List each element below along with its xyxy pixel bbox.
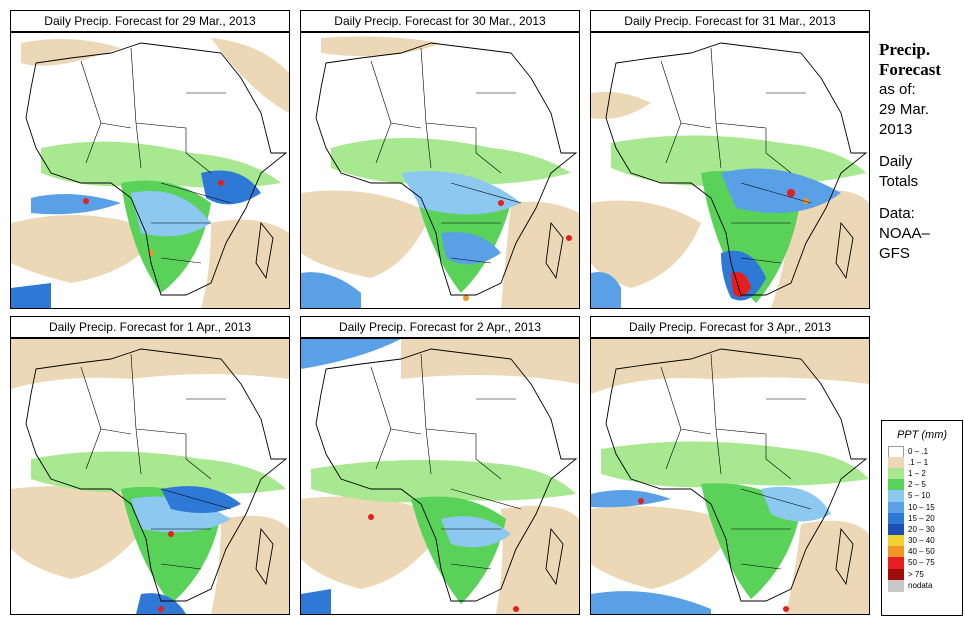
precip-map bbox=[10, 338, 290, 615]
legend-label: 10 – 15 bbox=[908, 502, 935, 512]
legend-swatch bbox=[888, 535, 904, 548]
sidebar-title-line2: Forecast bbox=[879, 60, 941, 79]
legend-item: 2 – 5 bbox=[882, 479, 962, 492]
data-source-line1: NOAA– bbox=[879, 225, 930, 242]
legend-item: 1 – 2 bbox=[882, 467, 962, 480]
legend-label: > 75 bbox=[908, 569, 924, 579]
legend-item: 30 – 40 bbox=[882, 535, 962, 548]
legend-swatch bbox=[888, 467, 904, 480]
precip-map bbox=[590, 338, 870, 615]
precip-map bbox=[300, 338, 580, 615]
legend-item: 0 – .1 bbox=[882, 445, 962, 458]
legend-swatch bbox=[888, 501, 904, 514]
asof-date: 29 Mar. bbox=[879, 101, 930, 118]
legend-label: 1 – 2 bbox=[908, 468, 926, 478]
panel-title: Daily Precip. Forecast for 1 Apr., 2013 bbox=[10, 316, 290, 338]
legend-swatch bbox=[888, 445, 904, 458]
legend-item: 50 – 75 bbox=[882, 557, 962, 570]
forecast-panel-1: Daily Precip. Forecast for 29 Mar., 2013 bbox=[10, 10, 290, 309]
sidebar-title-line1: Precip. bbox=[879, 40, 931, 59]
totals-label: Totals bbox=[879, 173, 919, 190]
legend-swatch bbox=[888, 479, 904, 492]
forecast-panel-4: Daily Precip. Forecast for 1 Apr., 2013 bbox=[10, 316, 290, 615]
panel-title: Daily Precip. Forecast for 2 Apr., 2013 bbox=[300, 316, 580, 338]
legend-swatch bbox=[888, 546, 904, 559]
legend-swatch bbox=[888, 512, 904, 525]
legend-item: 40 – 50 bbox=[882, 546, 962, 559]
legend-label: 50 – 75 bbox=[908, 558, 935, 568]
legend-item: 15 – 20 bbox=[882, 512, 962, 525]
legend-swatch bbox=[888, 579, 904, 592]
info-sidebar: Precip. Forecast as of: 29 Mar. 2013 Dai… bbox=[879, 40, 963, 264]
precip-map bbox=[590, 32, 870, 309]
panel-title: Daily Precip. Forecast for 30 Mar., 2013 bbox=[300, 10, 580, 32]
forecast-panel-3: Daily Precip. Forecast for 31 Mar., 2013 bbox=[590, 10, 870, 309]
forecast-panel-2: Daily Precip. Forecast for 30 Mar., 2013 bbox=[300, 10, 580, 309]
asof-year: 2013 bbox=[879, 121, 913, 138]
panel-title: Daily Precip. Forecast for 3 Apr., 2013 bbox=[590, 316, 870, 338]
legend-item: > 75 bbox=[882, 568, 962, 581]
legend-label: .1 – 1 bbox=[908, 457, 929, 467]
data-label: Data: bbox=[879, 205, 915, 222]
legend-label: 0 – .1 bbox=[908, 446, 929, 456]
legend-label: 30 – 40 bbox=[908, 536, 935, 546]
legend-item: 10 – 15 bbox=[882, 501, 962, 514]
legend-swatch bbox=[888, 523, 904, 536]
legend-label: 5 – 10 bbox=[908, 491, 931, 501]
legend-label: 20 – 30 bbox=[908, 524, 935, 534]
legend-item: 5 – 10 bbox=[882, 490, 962, 503]
legend-swatch bbox=[888, 456, 904, 469]
precip-map bbox=[300, 32, 580, 309]
legend-label: nodata bbox=[908, 580, 933, 590]
legend-swatch bbox=[888, 490, 904, 503]
legend-title: PPT (mm) bbox=[896, 429, 948, 441]
legend-item: nodata bbox=[882, 579, 962, 592]
panel-title: Daily Precip. Forecast for 31 Mar., 2013 bbox=[590, 10, 870, 32]
daily-label: Daily bbox=[879, 153, 913, 170]
panel-title: Daily Precip. Forecast for 29 Mar., 2013 bbox=[10, 10, 290, 32]
legend-swatch bbox=[888, 557, 904, 570]
data-source-line2: GFS bbox=[879, 245, 910, 262]
legend-item: 20 – 30 bbox=[882, 523, 962, 536]
forecast-panel-6: Daily Precip. Forecast for 3 Apr., 2013 bbox=[590, 316, 870, 615]
legend-item: .1 – 1 bbox=[882, 456, 962, 469]
asof-label: as of: bbox=[879, 81, 916, 98]
legend-label: 15 – 20 bbox=[908, 513, 935, 523]
precip-map bbox=[10, 32, 290, 309]
legend-swatch bbox=[888, 568, 904, 581]
forecast-panel-5: Daily Precip. Forecast for 2 Apr., 2013 bbox=[300, 316, 580, 615]
legend-label: 40 – 50 bbox=[908, 547, 935, 557]
legend-label: 2 – 5 bbox=[908, 480, 926, 490]
